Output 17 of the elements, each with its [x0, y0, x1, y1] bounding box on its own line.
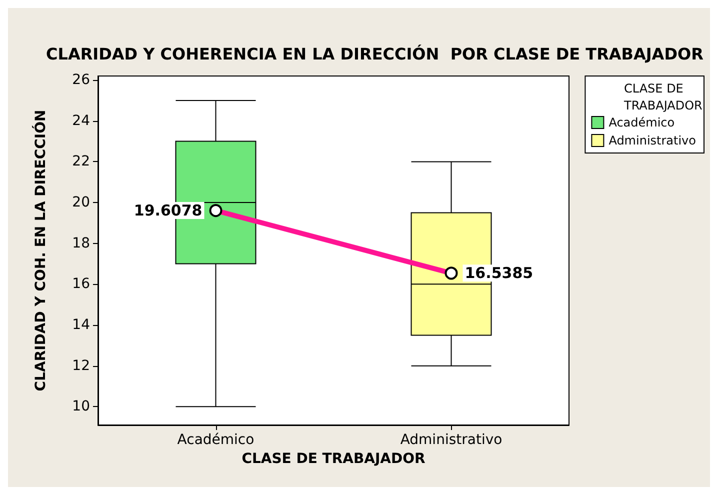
y-tick-label: 14 — [72, 316, 90, 333]
data-label: 16.5385 — [464, 264, 534, 282]
x-axis-title: CLASE DE TRABAJADOR — [242, 450, 426, 467]
y-tick-label: 18 — [72, 235, 90, 252]
y-axis-title: CLARIDAD Y COH. EN LA DIRECCIÓN — [32, 110, 49, 392]
legend-label: Académico — [608, 116, 675, 130]
legend-label: Administrativo — [608, 134, 696, 148]
y-tick-label: 22 — [72, 154, 90, 170]
y-tick-label: 10 — [72, 398, 90, 415]
y-tick-label: 24 — [72, 112, 90, 129]
y-tick-label: 26 — [72, 72, 90, 88]
chart-title: CLARIDAD Y COHERENCIA EN LA DIRECCIÓN POR CLASE DE TRABAJADOR — [46, 44, 704, 64]
y-tick-label: 16 — [72, 276, 90, 292]
data-label: 19.6078 — [134, 202, 202, 220]
legend-title: CLASE DE TRABAJADOR — [623, 82, 702, 112]
y-tick-label: 20 — [72, 194, 90, 211]
y-tick-label: 12 — [72, 358, 90, 374]
